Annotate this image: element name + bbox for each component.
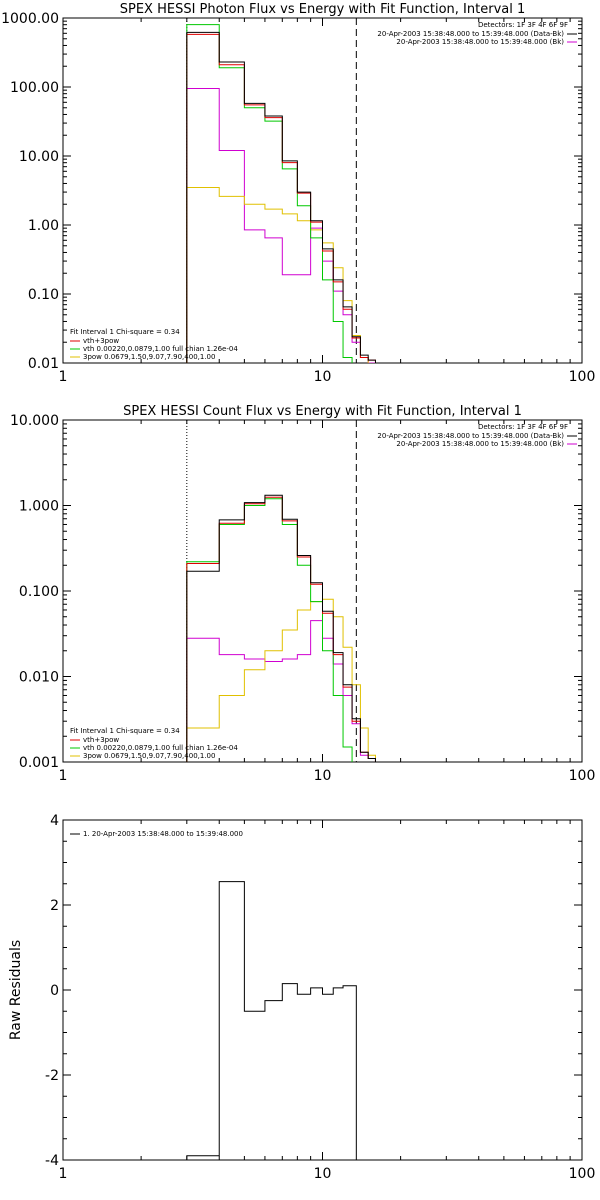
- series-group: [186, 494, 376, 762]
- y-tick-label: 1000.00: [1, 11, 59, 27]
- legend-entry-text: 20-Apr-2003 15:38:48.000 to 15:39:48.000…: [377, 432, 564, 440]
- panel-3: 1 10 100 -4 -2 0 2 4 Raw Residuals 1. 20-Apr-2003…: [8, 813, 595, 1182]
- legend-fit-header: Fit Interval 1 Chi-square = 0.34: [70, 727, 180, 735]
- y-axis-title: Raw Residuals: [8, 940, 24, 1040]
- y-tick-label: 1.00: [28, 218, 59, 234]
- legend-entry-text: vth+3pow: [83, 736, 119, 744]
- series-group: [186, 881, 357, 1160]
- y-tick-label: 0.01: [28, 356, 59, 372]
- series-group: [186, 24, 376, 363]
- x-tick-label: 100: [569, 369, 596, 385]
- y-tick-label: 2: [50, 898, 59, 914]
- panel-1: SPEX HESSI Photon Flux vs Energy with Fi…: [1, 2, 595, 385]
- series-line-background: [186, 620, 376, 762]
- y-tick-label: -2: [45, 1068, 59, 1084]
- x-tick-label: 1: [59, 1166, 68, 1182]
- legend-entry-text: vth 0.00220,0.0879,1.00 full chian 1.26e…: [83, 744, 238, 752]
- x-tick-label: 100: [569, 768, 596, 784]
- series-line-vth: [186, 24, 353, 363]
- series-line-data: [186, 31, 376, 363]
- series-line-3pow: [186, 598, 376, 762]
- y-tick-label: 0.001: [19, 755, 59, 771]
- legend-entry-text: 3pow 0.0679,1.50,9.07,7.90,400,1.00: [83, 353, 215, 361]
- y-tick-label: 10.00: [19, 149, 59, 165]
- y-tick-label: 0.010: [19, 670, 59, 686]
- series-line-vth: [186, 498, 353, 762]
- x-tick-label: 10: [314, 1166, 332, 1182]
- y-tick-label: 10.000: [10, 413, 59, 429]
- legend-detectors: Detectors: 1F 3F 4F 6F 9F: [478, 21, 568, 29]
- legend-entry-text: 1. 20-Apr-2003 15:38:48.000 to 15:39:48.…: [83, 830, 243, 838]
- y-tick-label: 0.10: [28, 287, 59, 303]
- legend-entry-text: vth 0.00220,0.0879,1.00 full chian 1.26e…: [83, 345, 238, 353]
- series-line-background: [186, 88, 376, 363]
- y-tick-label: 100.00: [10, 80, 59, 96]
- series-line-1.: [186, 881, 357, 1160]
- legend-fit-header: Fit Interval 1 Chi-square = 0.34: [70, 328, 180, 336]
- plot-frame: [62, 17, 583, 364]
- series-line-vth+3pow: [186, 33, 376, 363]
- y-tick-label: -4: [45, 1153, 59, 1169]
- legend-entry-text: 20-Apr-2003 15:38:48.000 to 15:39:48.000…: [396, 440, 564, 448]
- series-line-3pow: [186, 186, 369, 363]
- x-tick-label: 1: [59, 768, 68, 784]
- x-tick-label: 10: [314, 768, 332, 784]
- panel-title: SPEX HESSI Count Flux vs Energy with Fit…: [123, 404, 522, 419]
- panel-title: SPEX HESSI Photon Flux vs Energy with Fi…: [120, 2, 526, 17]
- panel-2: SPEX HESSI Count Flux vs Energy with Fit…: [10, 404, 595, 784]
- series-line-data: [186, 494, 376, 762]
- y-tick-label: 0.100: [19, 584, 59, 600]
- series-line-vth+3pow: [186, 496, 376, 762]
- legend-entry-text: 20-Apr-2003 15:38:48.000 to 15:39:48.000…: [396, 38, 564, 46]
- x-tick-label: 1: [59, 369, 68, 385]
- y-tick-label: 0: [50, 983, 59, 999]
- x-tick-label: 100: [569, 1166, 596, 1182]
- legend-entry-text: 20-Apr-2003 15:38:48.000 to 15:39:48.000…: [377, 30, 564, 38]
- y-tick-label: 4: [50, 813, 59, 829]
- legend-entry-text: vth+3pow: [83, 337, 119, 345]
- legend-detectors: Detectors: 1F 3F 4F 6F 9F: [478, 423, 568, 431]
- y-tick-label: 1.000: [19, 499, 59, 515]
- legend-entry-text: 3pow 0.0679,1.50,9.07,7.90,400,1.00: [83, 752, 215, 760]
- x-tick-label: 10: [314, 369, 332, 385]
